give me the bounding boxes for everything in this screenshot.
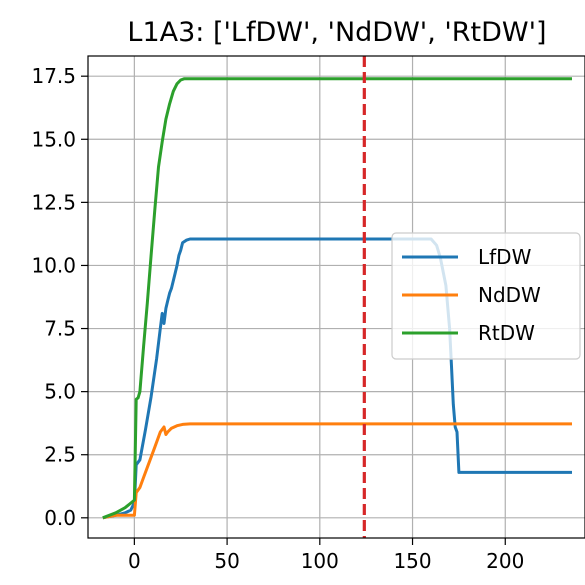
legend-label-nddw: NdDW xyxy=(478,283,541,307)
y-tick-label: 5.0 xyxy=(44,380,76,404)
chart-title: L1A3: ['LfDW', 'NdDW', 'RtDW'] xyxy=(127,17,546,48)
x-tick-label: 50 xyxy=(214,549,239,573)
y-tick-label: 2.5 xyxy=(44,443,76,467)
legend-label-lfdw: LfDW xyxy=(478,245,532,269)
legend-label-rtdw: RtDW xyxy=(478,321,535,345)
x-tick-label: 200 xyxy=(486,549,524,573)
series-line-rtdw xyxy=(102,77,572,520)
series-line-nddw xyxy=(102,422,572,520)
y-tick-label: 15.0 xyxy=(31,127,76,151)
y-tick-label: 0.0 xyxy=(44,506,76,530)
x-tick-label: 150 xyxy=(393,549,431,573)
axis-ticks: 0 50 100 150 200 0.0 2.5 5.0 7.5 10.0 12.5 15.0 17.5 xyxy=(31,64,524,573)
x-tick-label: 0 xyxy=(128,549,141,573)
y-tick-label: 7.5 xyxy=(44,317,76,341)
legend-box xyxy=(391,232,581,360)
x-tick-label: 100 xyxy=(301,549,339,573)
y-tick-label: 17.5 xyxy=(31,64,76,88)
y-tick-label: 10.0 xyxy=(31,253,76,277)
y-tick-label: 12.5 xyxy=(31,190,76,214)
legend: LfDW NdDW RtDW xyxy=(391,232,581,360)
plot-frame xyxy=(87,55,585,539)
